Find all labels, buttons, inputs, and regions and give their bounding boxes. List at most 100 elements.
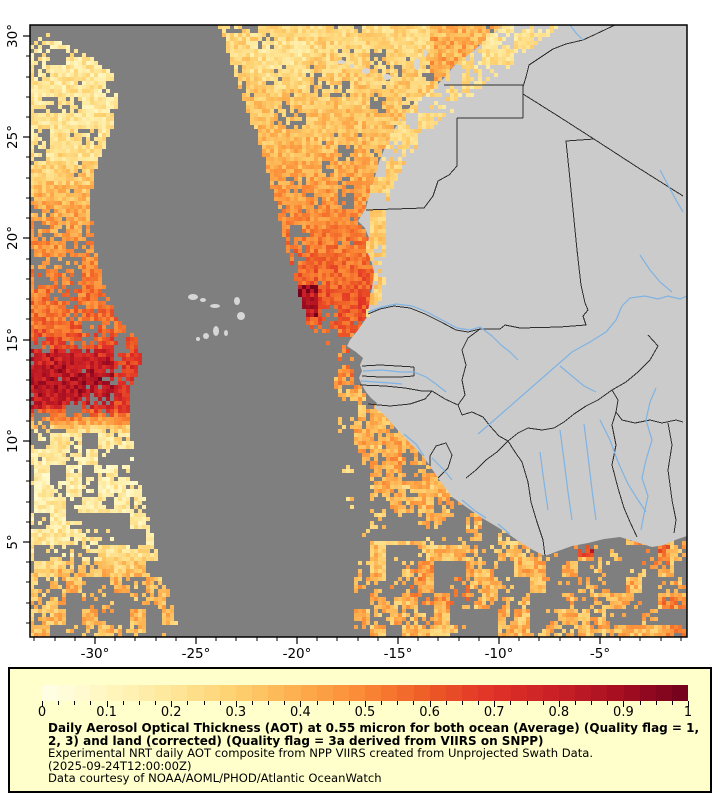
colorbar-tick bbox=[138, 701, 140, 705]
colorbar-tick bbox=[558, 701, 560, 707]
colorbar-tick bbox=[494, 701, 496, 707]
islands bbox=[188, 49, 427, 341]
colorbar-step bbox=[106, 685, 123, 701]
colorbar-step bbox=[429, 685, 446, 701]
colorbar-tick bbox=[251, 701, 253, 705]
y-axis-tick-label: 20° bbox=[5, 226, 21, 250]
colorbar-step bbox=[575, 685, 592, 701]
colorbar-tick bbox=[429, 701, 431, 707]
colorbar-tick bbox=[623, 701, 625, 707]
colorbar-step bbox=[316, 685, 333, 701]
colorbar-step bbox=[122, 685, 139, 701]
colorbar-tick-label: 0.9 bbox=[613, 705, 634, 720]
colorbar-step bbox=[623, 685, 640, 701]
plot-layers bbox=[30, 25, 687, 637]
colorbar-step bbox=[155, 685, 172, 701]
legend-timestamp: (2025-09-24T12:00:00Z) bbox=[48, 758, 192, 773]
colorbar-step bbox=[526, 685, 543, 701]
colorbar-tick bbox=[671, 701, 673, 705]
x-axis-tick-label: -5° bbox=[590, 646, 610, 660]
swath-west-atlantic-swath bbox=[30, 33, 178, 637]
y-axis-tick-label: 10° bbox=[5, 429, 21, 453]
colorbar-tick bbox=[607, 701, 609, 705]
colorbar-tick bbox=[316, 701, 318, 705]
colorbar-step bbox=[672, 685, 689, 701]
colorbar-tick bbox=[461, 701, 463, 705]
colorbar-step bbox=[268, 685, 285, 701]
legend-title-line1: Daily Aerosol Optical Thickness (AOT) at… bbox=[48, 721, 700, 735]
colorbar-tick bbox=[510, 701, 512, 705]
swath-coastal-swath-land bbox=[366, 25, 558, 317]
colorbar-tick-label: 0.5 bbox=[354, 705, 376, 720]
colorbar-step bbox=[510, 685, 527, 701]
colorbar-step bbox=[478, 685, 495, 701]
colorbar-step bbox=[413, 685, 430, 701]
colorbar-step bbox=[591, 685, 608, 701]
colorbar-step bbox=[203, 685, 220, 701]
colorbar-step bbox=[462, 685, 479, 701]
colorbar-tick bbox=[106, 701, 108, 707]
colorbar-tick bbox=[688, 701, 689, 707]
colorbar-step bbox=[90, 685, 107, 701]
x-axis-tick-label: -20° bbox=[283, 646, 312, 660]
colorbar-step bbox=[252, 685, 269, 701]
aot-map: -30° -25° -20° -15° -10° -5° 30° 25° 20° 15° 10° 5° bbox=[5, 24, 688, 660]
colorbar-tick-label: 0 bbox=[37, 705, 47, 720]
colorbar-step bbox=[445, 685, 463, 701]
colorbar-tick-label: 0.6 bbox=[419, 705, 440, 720]
colorbar-step bbox=[397, 685, 414, 701]
colorbar-step bbox=[74, 685, 91, 701]
colorbar-step bbox=[381, 685, 398, 701]
colorbar-tick-label: 0.3 bbox=[225, 705, 247, 720]
colorbar-step bbox=[235, 685, 253, 701]
colorbar-tick bbox=[445, 701, 447, 705]
colorbar-step bbox=[42, 685, 59, 701]
colorbar-tick-label: 0.4 bbox=[290, 705, 311, 720]
colorbar-tick-label: 0.2 bbox=[160, 705, 182, 720]
y-axis-tick-label: 25° bbox=[5, 125, 21, 149]
colorbar-tick bbox=[381, 701, 383, 705]
x-axis-tick-label: -10° bbox=[485, 646, 514, 660]
colorbar-tick bbox=[591, 701, 593, 705]
swath-gulf-bottom-band bbox=[354, 537, 686, 637]
y-axis-tick-label: 5° bbox=[5, 534, 21, 549]
y-axis-tick-label: 30° bbox=[5, 24, 21, 48]
colorbar-tick bbox=[187, 701, 189, 705]
y-axis-tick-label: 15° bbox=[5, 328, 21, 352]
legend-panel: 0 0.1 0.2 0.3 0.4 0.5 0.6 0.7 0.8 0.9 1 Daily Aero… bbox=[8, 667, 712, 793]
colorbar-tick bbox=[171, 701, 173, 707]
colorbar-tick bbox=[655, 701, 657, 705]
axis-ticks bbox=[23, 35, 682, 644]
colorbar-step bbox=[607, 685, 624, 701]
colorbar-step bbox=[187, 685, 204, 701]
legend-title-line2: 2, 3) and land (corrected) (Quality flag… bbox=[48, 733, 544, 748]
colorbar-tick bbox=[122, 701, 124, 705]
colorbar-tick bbox=[284, 701, 286, 705]
colorbar bbox=[42, 685, 689, 701]
colorbar-tick bbox=[58, 701, 60, 705]
colorbar-step bbox=[332, 685, 349, 701]
colorbar-step bbox=[559, 685, 576, 701]
x-axis-tick-label: -25° bbox=[182, 646, 211, 660]
swath-coastal-swath-ocean bbox=[218, 25, 502, 361]
colorbar-tick bbox=[639, 701, 641, 705]
colorbar-step bbox=[655, 685, 673, 701]
x-axis-tick-label: -30° bbox=[81, 646, 110, 660]
rivers bbox=[360, 25, 687, 535]
colorbar-tick bbox=[155, 701, 157, 705]
colorbar-step bbox=[348, 685, 366, 701]
colorbar-tick bbox=[332, 701, 334, 705]
country-borders bbox=[359, 25, 684, 557]
colorbar-step bbox=[365, 685, 382, 701]
colorbar-tick bbox=[348, 701, 350, 705]
colorbar-step bbox=[284, 685, 301, 701]
colorbar-tick bbox=[413, 701, 415, 705]
colorbar-tick bbox=[300, 701, 302, 707]
colorbar-tick bbox=[219, 701, 221, 705]
colorbar-tick-label: 0.8 bbox=[548, 705, 570, 720]
colorbar-tick bbox=[526, 701, 528, 705]
colorbar-tick-label: 0.1 bbox=[96, 705, 117, 720]
colorbar-tick bbox=[74, 701, 76, 705]
colorbar-tick bbox=[365, 701, 366, 707]
colorbar-step bbox=[300, 685, 317, 701]
